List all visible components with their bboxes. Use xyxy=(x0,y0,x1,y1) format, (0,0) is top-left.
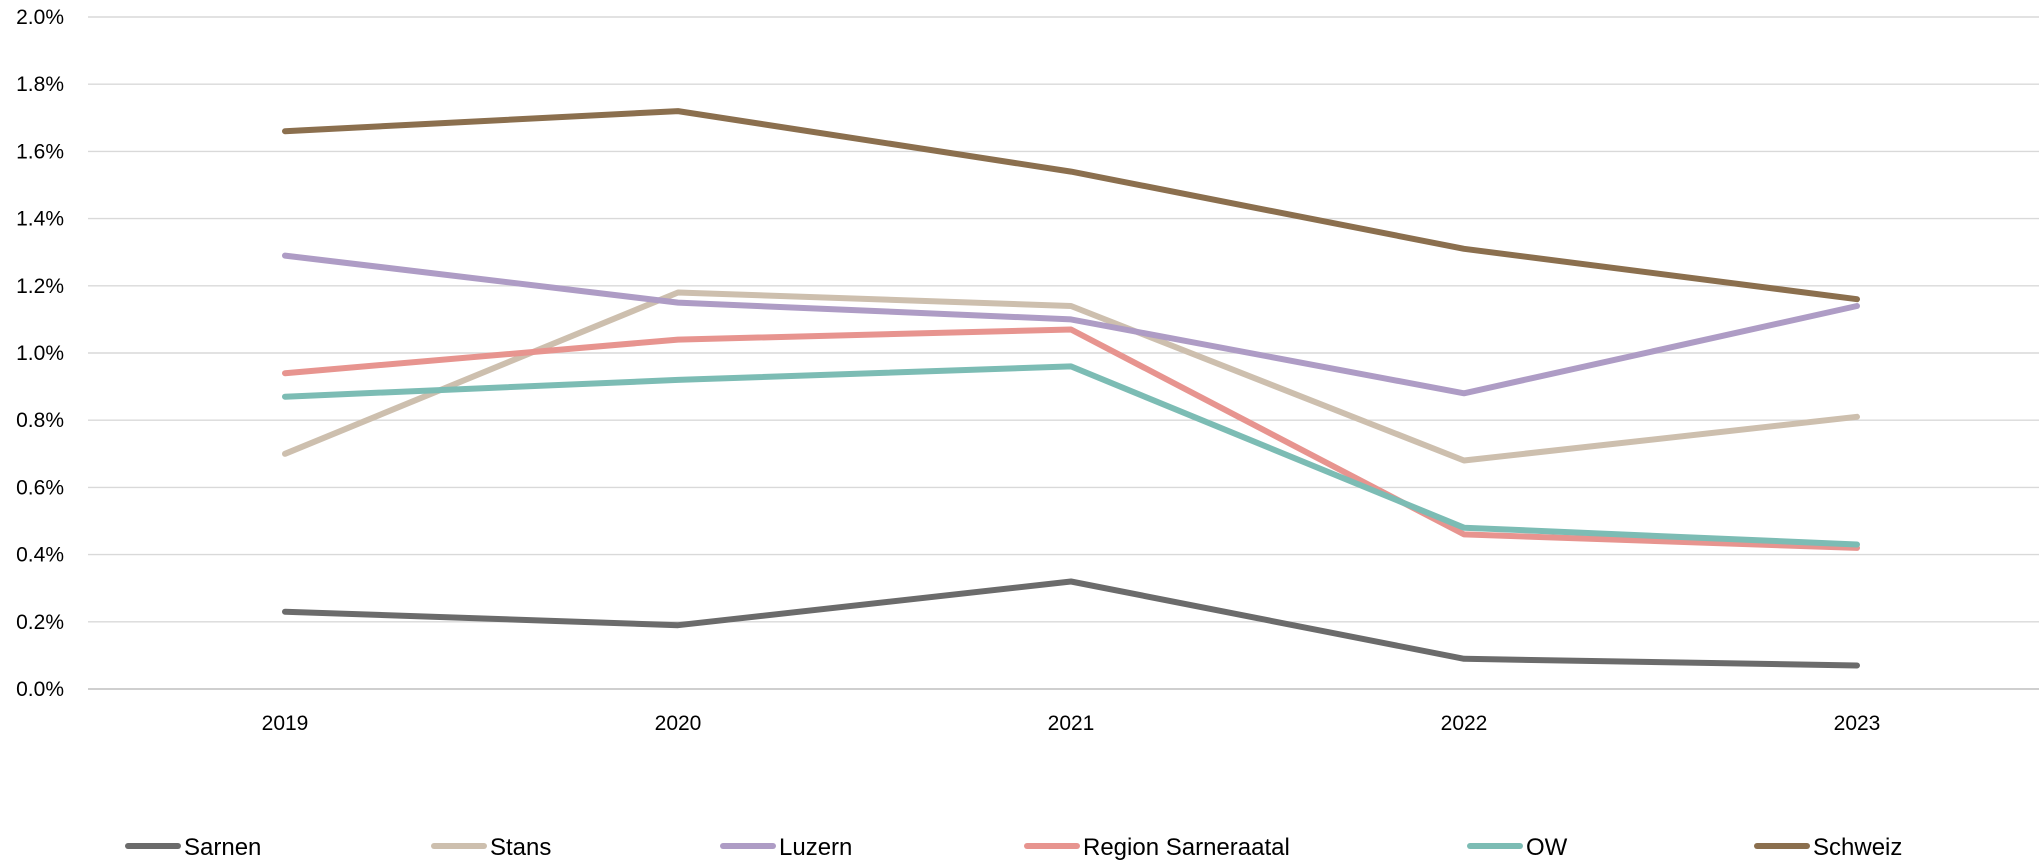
series-line-sarnen xyxy=(282,578,1860,669)
series-line-stans xyxy=(282,289,1860,464)
x-tick-label: 2020 xyxy=(655,712,702,735)
x-tick-label: 2019 xyxy=(262,712,309,735)
legend-label-luzern: Luzern xyxy=(779,834,852,861)
legend: Sarnen Stans Luzern Region Sarneraatal OW Sch… xyxy=(125,834,1902,861)
legend-label-sarnen: Sarnen xyxy=(184,834,261,861)
x-tick-label: 2023 xyxy=(1834,712,1881,735)
y-tick-label: 0.0% xyxy=(16,678,64,701)
x-tick-label: 2021 xyxy=(1048,712,1095,735)
y-tick-label: 0.6% xyxy=(16,476,64,499)
x-axis-ticks: 2019 2020 2021 2022 2023 xyxy=(262,712,1881,735)
y-tick-label: 0.2% xyxy=(16,611,64,634)
legend-label-stans: Stans xyxy=(490,834,551,861)
y-tick-label: 0.8% xyxy=(16,409,64,432)
y-tick-label: 0.4% xyxy=(16,544,64,567)
legend-label-ow: OW xyxy=(1526,834,1568,861)
y-axis-ticks: 0.0% 0.2% 0.4% 0.6% 0.8% 1.0% 1.2% 1.4% 1.6% 1.8%… xyxy=(16,6,64,701)
series-lines xyxy=(282,108,1860,669)
legend-label-region-sarneraatal: Region Sarneraatal xyxy=(1083,834,1290,861)
y-tick-label: 1.6% xyxy=(16,140,64,163)
y-tick-label: 1.0% xyxy=(16,342,64,365)
series-line-schweiz xyxy=(282,108,1860,303)
gridlines xyxy=(88,16,2039,690)
y-tick-label: 2.0% xyxy=(16,6,64,29)
series-line-region-sarneraatal xyxy=(282,326,1860,551)
series-line-ow xyxy=(282,363,1860,548)
y-tick-label: 1.4% xyxy=(16,208,64,231)
y-tick-label: 1.2% xyxy=(16,275,64,298)
y-tick-label: 1.8% xyxy=(16,73,64,96)
series-line-luzern xyxy=(282,252,1860,397)
x-tick-label: 2022 xyxy=(1441,712,1488,735)
legend-label-schweiz: Schweiz xyxy=(1813,834,1902,861)
